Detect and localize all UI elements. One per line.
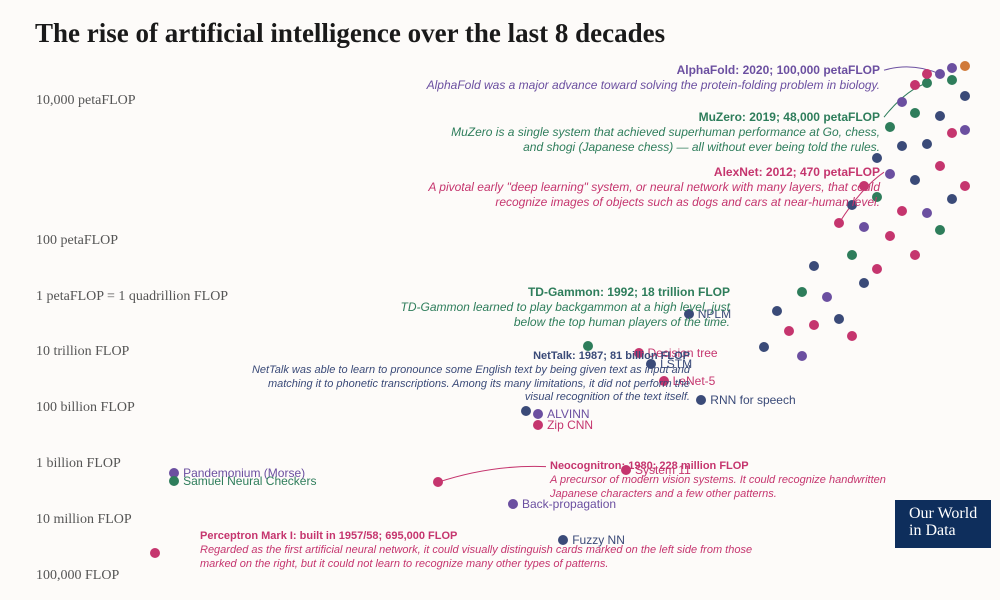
data-point xyxy=(521,406,531,416)
data-point xyxy=(960,91,970,101)
data-point xyxy=(533,409,543,419)
data-point xyxy=(910,250,920,260)
data-point xyxy=(784,326,794,336)
data-point xyxy=(872,264,882,274)
annotation-headline: AlphaFold: 2020; 100,000 petaFLOP xyxy=(400,63,880,78)
annotation-headline: Perceptron Mark I: built in 1957/58; 695… xyxy=(200,530,760,544)
y-tick-label: 100,000 FLOP xyxy=(36,568,119,584)
annotation-desc: TD-Gammon learned to play backgammon at … xyxy=(400,300,730,330)
y-tick-label: 100 billion FLOP xyxy=(36,400,135,416)
owid-line2: in Data xyxy=(909,523,977,540)
data-point xyxy=(947,75,957,85)
data-point xyxy=(809,320,819,330)
data-point xyxy=(935,69,945,79)
data-point xyxy=(150,548,160,558)
annotation-neocognitron: Neocognitron: 1980; 228 million FLOPA pr… xyxy=(550,460,920,501)
data-point xyxy=(947,128,957,138)
data-point xyxy=(859,222,869,232)
annotation-headline: TD-Gammon: 1992; 18 trillion FLOP xyxy=(400,285,730,300)
y-tick-label: 1 billion FLOP xyxy=(36,456,121,472)
annotation-desc: MuZero is a single system that achieved … xyxy=(440,125,880,155)
data-point xyxy=(847,331,857,341)
owid-line1: Our World xyxy=(909,506,977,523)
point-label: Samuel Neural Checkers xyxy=(183,474,316,488)
annotation-muzero: MuZero: 2019; 48,000 petaFLOPMuZero is a… xyxy=(440,110,880,155)
data-point xyxy=(935,225,945,235)
annotation-perceptron: Perceptron Mark I: built in 1957/58; 695… xyxy=(200,530,760,571)
data-point xyxy=(772,306,782,316)
chart-title: The rise of artificial intelligence over… xyxy=(35,18,665,49)
data-point xyxy=(935,111,945,121)
data-point xyxy=(859,278,869,288)
data-point xyxy=(834,218,844,228)
data-point xyxy=(960,181,970,191)
y-tick-label: 100 petaFLOP xyxy=(36,233,118,249)
annotation-headline: NetTalk: 1987; 81 billion FLOP xyxy=(240,350,690,364)
annotation-desc: A pivotal early "deep learning" system, … xyxy=(410,180,880,210)
y-tick-label: 10 million FLOP xyxy=(36,512,132,528)
data-point xyxy=(834,314,844,324)
annotation-headline: MuZero: 2019; 48,000 petaFLOP xyxy=(440,110,880,125)
data-point xyxy=(922,139,932,149)
annotation-desc: Regarded as the first artificial neural … xyxy=(200,544,760,572)
data-point xyxy=(797,287,807,297)
owid-badge: Our World in Data xyxy=(895,500,991,548)
data-point xyxy=(897,97,907,107)
data-point xyxy=(847,250,857,260)
data-point xyxy=(960,125,970,135)
data-point xyxy=(947,194,957,204)
data-point xyxy=(508,499,518,509)
data-point xyxy=(922,208,932,218)
data-point xyxy=(885,122,895,132)
annotation-tdgammon: TD-Gammon: 1992; 18 trillion FLOPTD-Gamm… xyxy=(400,285,730,330)
callout-line xyxy=(438,466,546,482)
y-tick-label: 1 petaFLOP = 1 quadrillion FLOP xyxy=(36,289,228,305)
data-point xyxy=(897,206,907,216)
annotation-desc: AlphaFold was a major advance toward sol… xyxy=(400,78,880,93)
annotation-nettalk: NetTalk: 1987; 81 billion FLOPNetTalk wa… xyxy=(240,350,690,405)
data-point xyxy=(922,69,932,79)
data-point xyxy=(885,231,895,241)
data-point xyxy=(947,63,957,73)
annotation-headline: AlexNet: 2012; 470 petaFLOP xyxy=(410,165,880,180)
point-label: RNN for speech xyxy=(710,393,795,407)
annotation-desc: NetTalk was able to learn to pronounce s… xyxy=(240,364,690,405)
data-point xyxy=(797,351,807,361)
annotation-alexnet: AlexNet: 2012; 470 petaFLOPA pivotal ear… xyxy=(410,165,880,210)
data-point xyxy=(960,61,970,71)
data-point xyxy=(897,141,907,151)
data-point xyxy=(910,80,920,90)
data-point xyxy=(533,420,543,430)
data-point xyxy=(433,477,443,487)
point-label: Zip CNN xyxy=(547,418,593,432)
data-point xyxy=(910,175,920,185)
annotation-alphafold: AlphaFold: 2020; 100,000 petaFLOPAlphaFo… xyxy=(400,63,880,93)
annotation-headline: Neocognitron: 1980; 228 million FLOP xyxy=(550,460,920,474)
data-point xyxy=(910,108,920,118)
data-point xyxy=(809,261,819,271)
data-point xyxy=(885,169,895,179)
data-point xyxy=(822,292,832,302)
y-tick-label: 10,000 petaFLOP xyxy=(36,93,136,109)
data-point xyxy=(169,476,179,486)
data-point xyxy=(759,342,769,352)
data-point xyxy=(922,78,932,88)
y-tick-label: 10 trillion FLOP xyxy=(36,344,129,360)
annotation-desc: A precursor of modern vision systems. It… xyxy=(550,474,920,502)
data-point xyxy=(935,161,945,171)
data-point xyxy=(696,395,706,405)
